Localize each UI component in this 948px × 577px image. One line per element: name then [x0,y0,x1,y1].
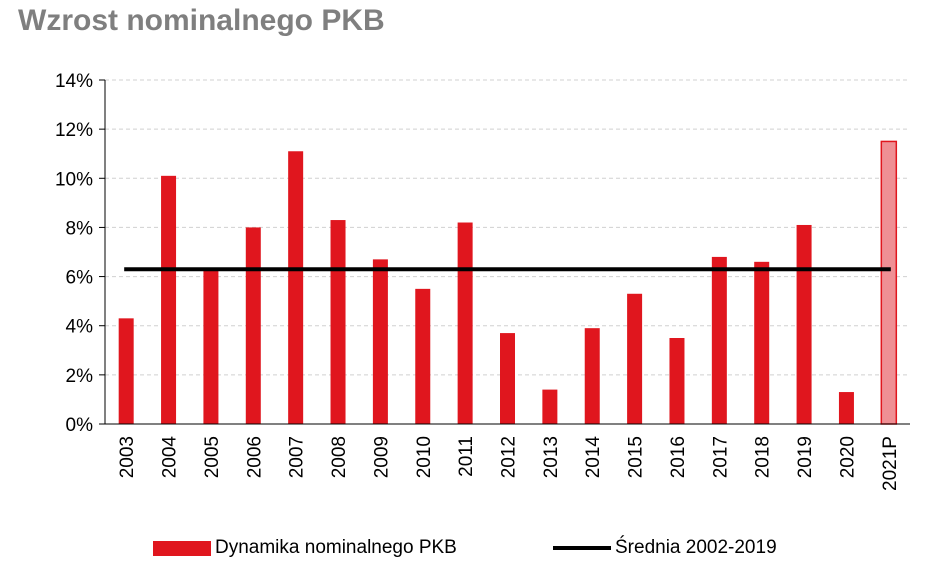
bar-2020 [838,392,854,424]
legend: Dynamika nominalnego PKB Średnia 2002-20… [0,528,948,568]
x-tick-label: 2006 [244,436,265,478]
x-tick-label: 2019 [795,436,816,478]
x-tick-label: 2018 [753,436,774,478]
x-tick-label: 2009 [371,436,392,478]
x-tick-label: 2015 [626,436,647,478]
x-tick-label: 2011 [456,436,477,477]
x-tick-label: 2010 [414,436,435,478]
x-tick-label: 2007 [287,436,308,478]
legend-item-line: Średnia 2002-2019 [553,528,777,568]
legend-item-bars: Dynamika nominalnego PKB [153,528,457,568]
bar-2021P [880,140,898,425]
y-tick-label: 8% [66,218,94,239]
x-tick-label: 2004 [160,436,181,479]
bar-2019 [796,224,812,424]
y-tick-label: 12% [55,120,93,141]
y-tick-label: 10% [55,169,93,190]
legend-bar-label: Dynamika nominalnego PKB [215,537,457,558]
x-tick-label: 2005 [202,436,223,478]
bar-2018 [754,261,770,424]
x-tick-label: 2017 [710,436,731,478]
y-tick-label: 6% [66,268,94,289]
bar-2013 [542,389,558,424]
x-tick-label: 2008 [329,436,350,478]
x-tick-label: 2014 [583,436,604,479]
x-tick-label: 2003 [117,436,138,478]
bar-2014 [584,328,600,424]
bar-2011 [457,222,473,424]
bar-2016 [669,338,685,424]
chart-title: Wzrost nominalnego PKB [18,4,385,37]
bar-2003 [118,318,134,424]
bar-2012 [500,333,515,424]
bar-2017 [711,256,727,424]
bar-2009 [372,259,388,424]
bar-2007 [288,151,304,424]
bar-2006 [245,227,261,424]
y-tick-label: 0% [66,415,94,436]
bar-2005 [203,269,219,424]
bar-2010 [415,288,431,424]
x-tick-label: 2013 [541,436,562,478]
x-tick-label: 2020 [837,436,858,478]
x-axis: 2003 2004 2005 2006 2007 2008 2009 2010 2011 2012… [105,423,910,491]
bar-2004 [161,175,177,424]
y-tick-label: 14% [55,71,93,92]
bar-2008 [330,220,346,424]
gridlines [105,79,910,376]
x-tick-label: 2016 [668,436,689,478]
y-tick-label: 4% [66,317,94,338]
y-axis: 0% 2% 4% 6% 8% 10% 12% 14% [55,71,106,436]
x-tick-label: 2012 [499,436,520,478]
bar-chart: 0% 2% 4% 6% 8% 10% 12% 14% 2003 2004 2005 2006 2007… [55,71,910,491]
bar-2015 [627,293,643,424]
legend-line-swatch [553,546,611,550]
legend-line-label: Średnia 2002-2019 [615,537,777,558]
bars [118,140,898,425]
x-tick-label: 2021P [880,436,901,491]
legend-bar-swatch [153,540,211,556]
y-tick-label: 2% [66,366,94,387]
